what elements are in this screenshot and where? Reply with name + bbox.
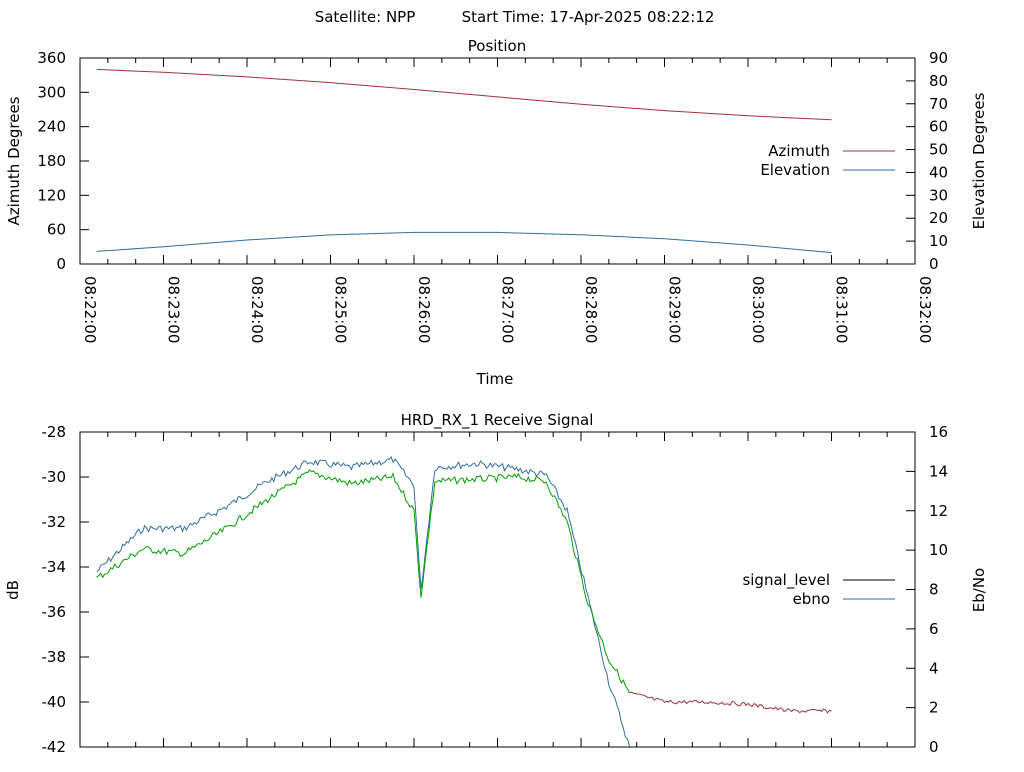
y2-tick-label: 10 [929, 541, 948, 559]
y2-tick-label: 14 [929, 462, 948, 480]
x-tick-label: 08:28:00 [582, 276, 600, 343]
y2-tick-label: 50 [929, 141, 948, 159]
position-y-tick-labels: 0 60 120 180 240 300 360 [37, 49, 66, 273]
position-chart: Position 0 60 120 180 240 300 360 0 10 20 30 40 50 6… [5, 37, 988, 388]
y2-tick-label: 16 [929, 423, 948, 441]
position-x-tick-labels: 08:22:00 08:23:00 08:24:00 08:25:00 08:26:00… [81, 276, 934, 343]
y2-tick-label: 6 [929, 620, 939, 638]
position-y-axis-label: Azimuth Degrees [5, 96, 23, 225]
y2-tick-label: 60 [929, 118, 948, 136]
signal-ticks [79, 431, 916, 748]
y-tick-label: -32 [42, 513, 67, 531]
y2-tick-label: 10 [929, 232, 948, 250]
receive-signal-chart: HRD_RX_1 Receive Signal -42-40-38-36-34-… [4, 411, 988, 756]
y2-tick-label: 0 [929, 738, 939, 756]
signal-y-axis-label: dB [4, 580, 22, 600]
y2-tick-label: 2 [929, 699, 939, 717]
legend-azimuth-label: Azimuth [768, 142, 830, 160]
y-tick-label: -38 [42, 648, 67, 666]
legend-ebno-label: ebno [793, 590, 830, 608]
signal-y2-axis-label: Eb/No [970, 568, 988, 612]
signal-level-low-series-line [629, 691, 832, 714]
x-tick-label: 08:30:00 [749, 276, 767, 343]
y-tick-label: 120 [37, 186, 66, 204]
y-tick-label: 300 [37, 83, 66, 101]
y-tick-label: 240 [37, 118, 66, 136]
y-tick-label: -30 [42, 468, 67, 486]
y-tick-label: -40 [42, 693, 67, 711]
y-tick-label: 0 [56, 255, 66, 273]
x-tick-label: 08:24:00 [248, 276, 266, 343]
signal-level-series-line [96, 469, 631, 694]
y2-tick-label: 80 [929, 72, 948, 90]
y2-tick-label: 12 [929, 502, 948, 520]
ebno-series-line [96, 456, 631, 748]
position-x-axis-label: Time [476, 370, 514, 388]
y2-tick-label: 40 [929, 163, 948, 181]
y-tick-label: -34 [42, 558, 67, 576]
x-tick-label: 08:22:00 [81, 276, 99, 343]
elevation-series-line [96, 231, 832, 254]
legend-signal-level-label: signal_level [742, 571, 830, 590]
y-tick-label: 180 [37, 152, 66, 170]
y-tick-label: -42 [42, 738, 67, 756]
y-tick-label: -28 [42, 423, 67, 441]
y-tick-label: 360 [37, 49, 66, 67]
y-tick-label: 60 [47, 221, 66, 239]
y2-tick-label: 90 [929, 49, 948, 67]
position-chart-title: Position [468, 37, 526, 55]
x-tick-label: 08:32:00 [916, 276, 934, 343]
y-tick-label: -36 [42, 603, 67, 621]
signal-y2-tick-labels: 0 2 4 6 8 10 12 14 16 [929, 423, 948, 756]
x-tick-label: 08:26:00 [415, 276, 433, 343]
position-y2-tick-labels: 0 10 20 30 40 50 60 70 80 90 [929, 49, 948, 273]
x-tick-label: 08:31:00 [833, 276, 851, 343]
y2-tick-label: 30 [929, 186, 948, 204]
y2-tick-label: 0 [929, 255, 939, 273]
y2-tick-label: 4 [929, 659, 939, 677]
x-tick-label: 08:29:00 [666, 276, 684, 343]
signal-y-tick-labels: -42 -40 -38 -36 -34 -32 -30 -28 [42, 423, 67, 756]
y2-tick-label: 70 [929, 95, 948, 113]
azimuth-series-line [96, 68, 832, 121]
position-ticks [79, 57, 916, 265]
legend-elevation-label: Elevation [760, 161, 830, 179]
x-tick-label: 08:25:00 [332, 276, 350, 343]
receive-signal-chart-title: HRD_RX_1 Receive Signal [401, 411, 594, 430]
x-tick-label: 08:23:00 [165, 276, 183, 343]
start-time-label: Start Time: 17-Apr-2025 08:22:12 [462, 8, 715, 26]
x-tick-label: 08:27:00 [499, 276, 517, 343]
position-y2-axis-label: Elevation Degrees [970, 92, 988, 229]
satellite-label: Satellite: NPP [315, 8, 416, 26]
y2-tick-label: 8 [929, 581, 939, 599]
y2-tick-label: 20 [929, 209, 948, 227]
